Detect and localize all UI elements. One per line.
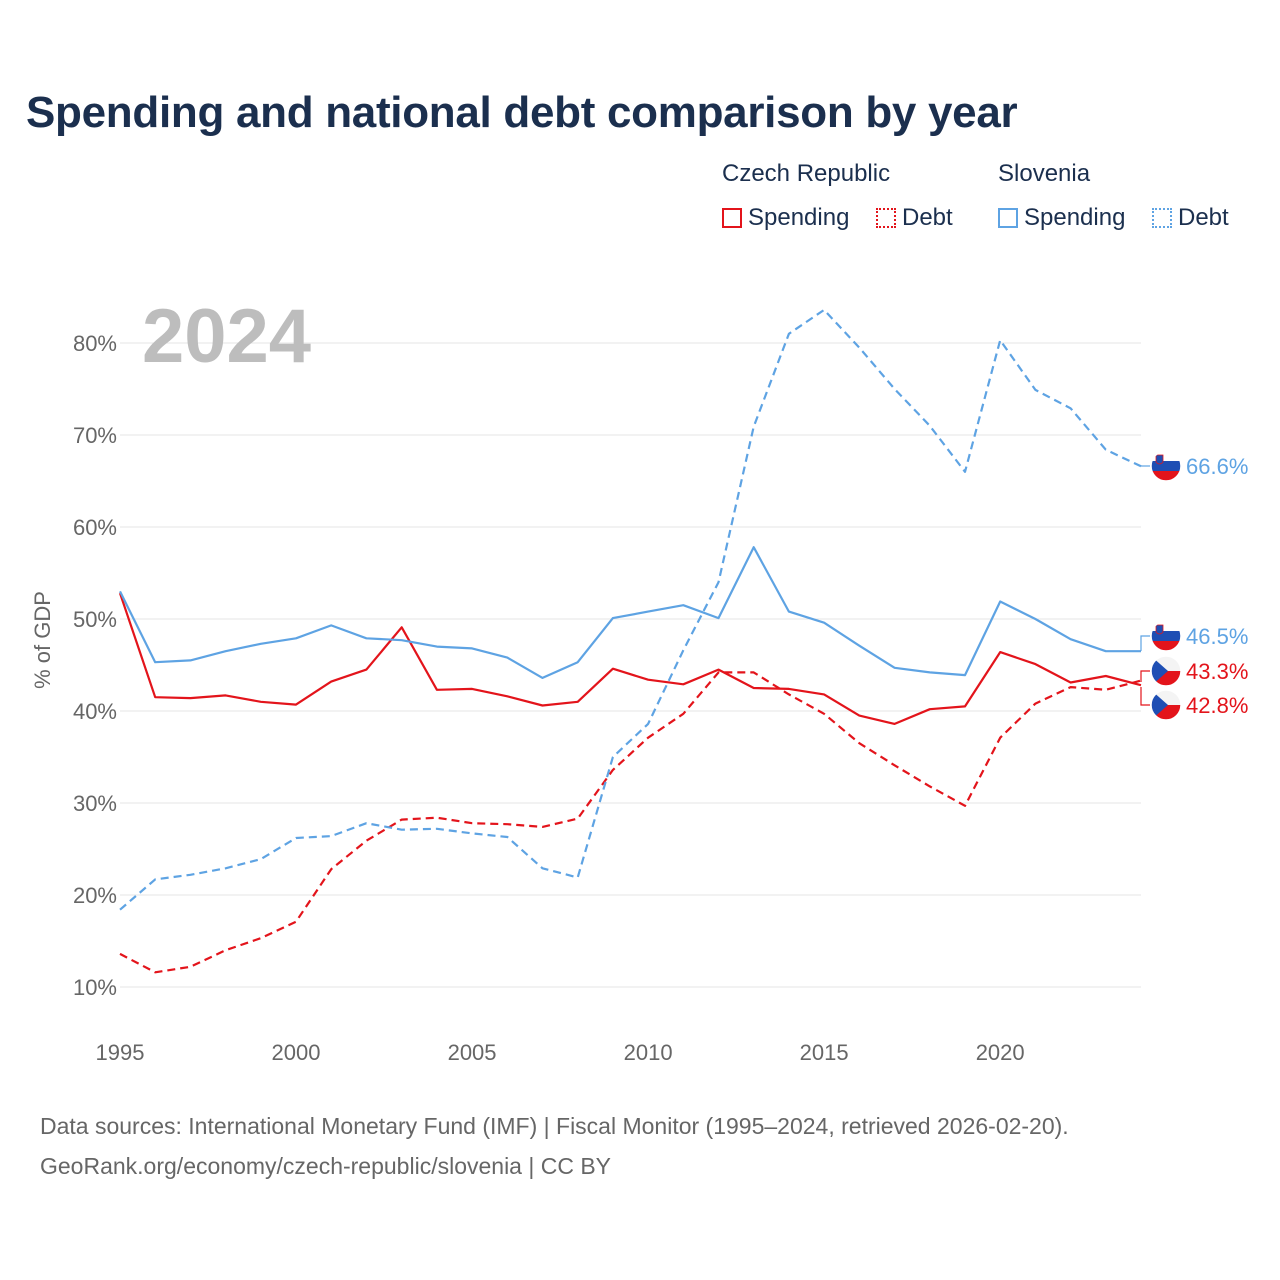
end-label-slovenia-spending: 46.5%: [1186, 624, 1248, 649]
legend-czech-title: Czech Republic: [722, 160, 891, 187]
y-axis-ticks: 10% 20% 30% 40% 50% 60% 70% 80%: [73, 331, 117, 1000]
y-axis-label: % of GDP: [30, 591, 55, 689]
x-tick-label: 2015: [800, 1040, 849, 1065]
legend-dotted-swatch: [876, 208, 896, 228]
end-label-czech-debt: 43.3%: [1186, 659, 1248, 684]
y-tick-label: 30%: [73, 791, 117, 816]
legend-slovenia-spending-label: Spending: [1024, 204, 1126, 231]
y-tick-label: 70%: [73, 423, 117, 448]
slovenia-flag-icon: [1151, 451, 1181, 481]
legend-slovenia-debt-label: Debt: [1178, 204, 1229, 231]
czech-flag-icon: [1151, 690, 1181, 720]
legend-solid-swatch: [722, 208, 742, 228]
legend-czech-spending[interactable]: Spending: [722, 204, 849, 232]
y-tick-label: 20%: [73, 883, 117, 908]
connector-czech-debt: [1140, 670, 1150, 682]
legend-slovenia-debt[interactable]: Debt: [1152, 204, 1229, 232]
slovenia-debt-line: [119, 308, 1142, 911]
x-tick-label: 2000: [272, 1040, 321, 1065]
legend-slovenia-title: Slovenia: [998, 160, 1091, 187]
x-axis-ticks: 1995 2000 2005 2010 2015 2020: [96, 1040, 1025, 1065]
legend-solid-swatch: [998, 208, 1018, 228]
x-tick-label: 2005: [448, 1040, 497, 1065]
connector-slovenia-spending: [1140, 635, 1150, 651]
year-label: 2024: [142, 294, 311, 379]
gridlines: [120, 342, 1141, 988]
y-tick-label: 10%: [73, 975, 117, 1000]
source-note: Data sources: International Monetary Fun…: [40, 1113, 1069, 1139]
y-tick-label: 50%: [73, 607, 117, 632]
y-tick-label: 40%: [73, 699, 117, 724]
legend-czech-debt[interactable]: Debt: [876, 204, 953, 232]
legend-slovenia-spending[interactable]: Spending: [998, 204, 1125, 232]
y-tick-label: 60%: [73, 515, 117, 540]
legend-czech-debt-label: Debt: [902, 204, 953, 231]
czech-republic-spending-line: [118, 592, 1142, 726]
end-label-czech-spending: 42.8%: [1186, 693, 1248, 718]
end-label-slovenia-debt: 66.6%: [1186, 454, 1248, 479]
czech-flag-icon: [1151, 656, 1181, 686]
connector-czech-spending: [1140, 687, 1150, 706]
x-tick-label: 2020: [976, 1040, 1025, 1065]
legend-dotted-swatch: [1152, 208, 1172, 228]
footer: Data sources: International Monetary Fun…: [40, 1106, 1069, 1186]
series-lines: [118, 308, 1142, 974]
x-tick-label: 1995: [96, 1040, 145, 1065]
slovenia-flag-icon: [1151, 621, 1181, 651]
czech-republic-debt-line: [119, 671, 1142, 974]
page-title: Spending and national debt comparison by…: [26, 88, 1018, 137]
end-connectors: [1140, 465, 1150, 706]
y-tick-label: 80%: [73, 331, 117, 356]
attribution-link[interactable]: GeoRank.org/economy/czech-republic/slove…: [40, 1153, 612, 1179]
x-tick-label: 2010: [624, 1040, 673, 1065]
legend-czech-spending-label: Spending: [748, 204, 850, 231]
slovenia-spending-line: [119, 546, 1141, 680]
